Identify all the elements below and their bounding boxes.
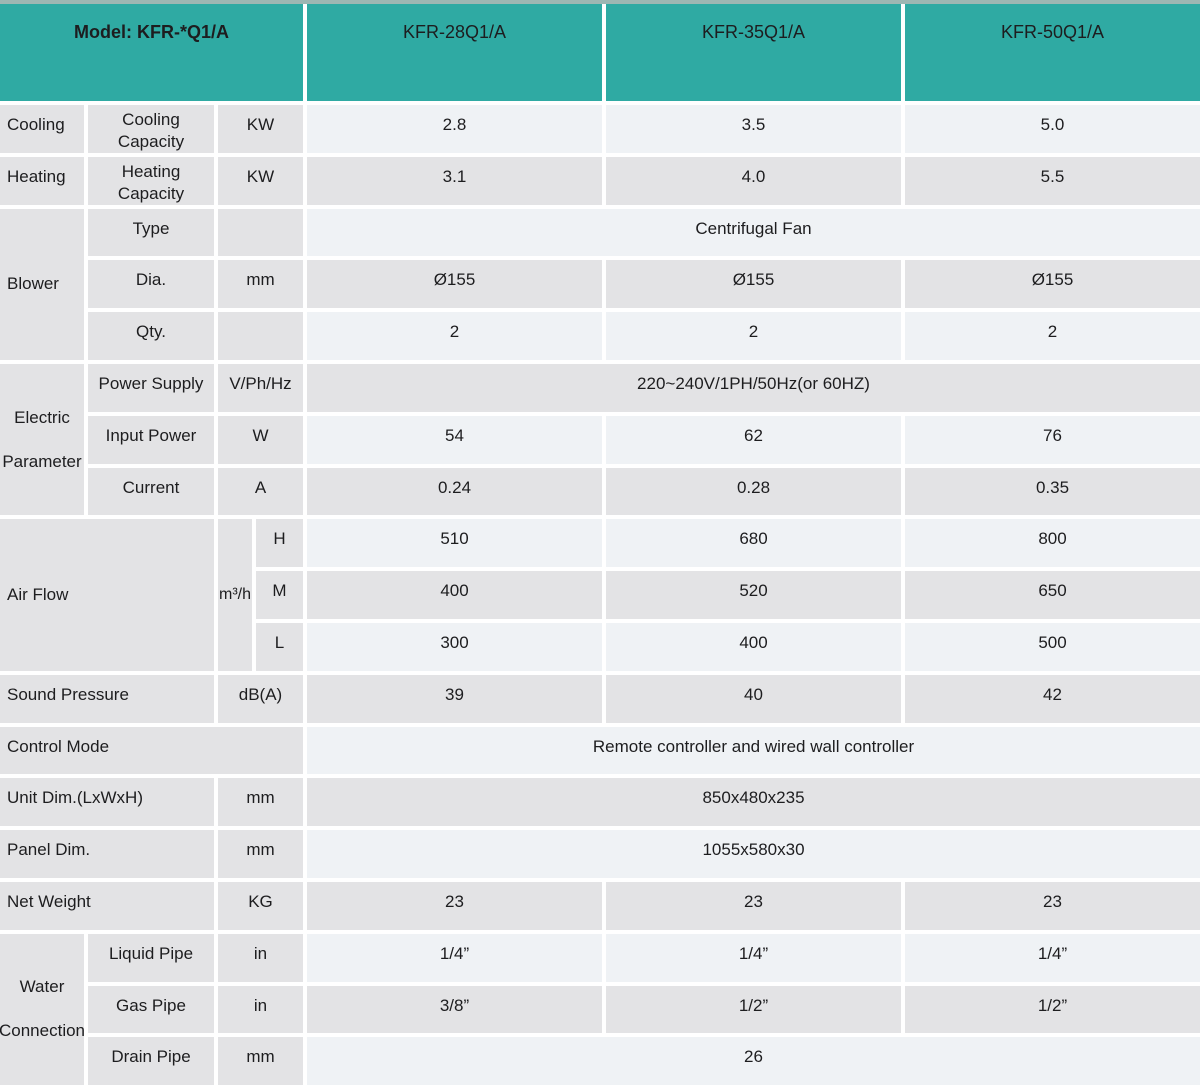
current-value-kfr50: 0.35 (905, 467, 1200, 516)
input-power-unit-cell: W (218, 415, 303, 464)
current-value-kfr28: 0.24 (307, 467, 602, 516)
airflow-mid-value-kfr50: 650 (905, 571, 1200, 619)
unit-dim-value-cell: 850x480x235 (307, 778, 1200, 827)
liquid-pipe-label-cell: Liquid Pipe (88, 933, 214, 982)
current-value-kfr35: 0.28 (606, 467, 901, 516)
liquid-pipe-value-kfr50: 1/4” (905, 933, 1200, 982)
power-supply-label-cell: Power Supply (88, 363, 214, 412)
panel-dim-label-cell: Panel Dim. (0, 830, 214, 878)
cooling-value-kfr28: 2.8 (307, 105, 602, 153)
spec-table: Model: KFR-*Q1/A KFR-28Q1/A KFR-35Q1/A K… (0, 4, 1200, 1085)
airflow-mid-label-cell: M (256, 571, 303, 619)
airflow-unit-cell: m³/h (218, 519, 252, 671)
cooling-capacity-label-cell: Cooling Capacity (88, 105, 214, 153)
input-power-value-kfr35: 62 (606, 415, 901, 464)
blower-qty-value-kfr35: 2 (606, 312, 901, 360)
blower-dia-value-kfr50: Ø155 (905, 260, 1200, 309)
water-connection-category-cell: Water Connection (0, 933, 85, 1085)
cooling-value-kfr50: 5.0 (905, 105, 1200, 153)
net-weight-label-cell: Net Weight (0, 881, 214, 930)
unit-dim-label-cell: Unit Dim.(LxWxH) (0, 778, 214, 827)
power-supply-unit-cell: V/Ph/Hz (218, 363, 303, 412)
airflow-mid-value-kfr35: 520 (606, 571, 901, 619)
blower-dia-label-cell: Dia. (88, 260, 214, 309)
blower-dia-value-kfr35: Ø155 (606, 260, 901, 309)
heating-capacity-label-cell: Heating Capacity (88, 156, 214, 205)
input-power-label-cell: Input Power (88, 415, 214, 464)
blower-qty-value-kfr50: 2 (905, 312, 1200, 360)
blower-type-label-cell: Type (88, 208, 214, 257)
model-header-cell: Model: KFR-*Q1/A (0, 4, 303, 101)
heating-value-kfr35: 4.0 (606, 156, 901, 205)
drain-pipe-value-cell: 26 (307, 1037, 1200, 1085)
liquid-pipe-value-kfr28: 1/4” (307, 933, 602, 982)
airflow-category-cell: Air Flow (0, 519, 214, 671)
blower-qty-label-cell: Qty. (88, 312, 214, 360)
liquid-pipe-unit-cell: in (218, 933, 303, 982)
model-column-kfr35: KFR-35Q1/A (606, 4, 901, 101)
sound-pressure-value-kfr28: 39 (307, 674, 602, 723)
airflow-low-value-kfr50: 500 (905, 622, 1200, 671)
airflow-low-value-kfr28: 300 (307, 622, 602, 671)
net-weight-value-kfr35: 23 (606, 881, 901, 930)
input-power-value-kfr50: 76 (905, 415, 1200, 464)
airflow-high-value-kfr50: 800 (905, 519, 1200, 568)
gas-pipe-label-cell: Gas Pipe (88, 985, 214, 1034)
blower-qty-value-kfr28: 2 (307, 312, 602, 360)
gas-pipe-value-kfr28: 3/8” (307, 985, 602, 1034)
sound-pressure-label-cell: Sound Pressure (0, 674, 214, 723)
airflow-mid-value-kfr28: 400 (307, 571, 602, 619)
panel-dim-unit-cell: mm (218, 830, 303, 878)
airflow-low-value-kfr35: 400 (606, 622, 901, 671)
sound-pressure-value-kfr35: 40 (606, 674, 901, 723)
blower-type-value-cell: Centrifugal Fan (307, 208, 1200, 257)
model-column-kfr50: KFR-50Q1/A (905, 4, 1200, 101)
cooling-category-cell: Cooling (0, 105, 84, 153)
drain-pipe-label-cell: Drain Pipe (88, 1037, 214, 1085)
power-supply-value-cell: 220~240V/1PH/50Hz(or 60HZ) (307, 363, 1200, 412)
heating-category-cell: Heating (0, 156, 84, 205)
panel-dim-value-cell: 1055x580x30 (307, 830, 1200, 878)
airflow-high-value-kfr28: 510 (307, 519, 602, 568)
net-weight-value-kfr50: 23 (905, 881, 1200, 930)
heating-value-kfr28: 3.1 (307, 156, 602, 205)
sound-pressure-value-kfr50: 42 (905, 674, 1200, 723)
airflow-high-label-cell: H (256, 519, 303, 568)
cooling-unit-cell: KW (218, 105, 303, 153)
airflow-high-value-kfr35: 680 (606, 519, 901, 568)
control-mode-label-cell: Control Mode (0, 726, 303, 775)
airflow-low-label-cell: L (256, 622, 303, 671)
current-unit-cell: A (218, 467, 303, 516)
net-weight-value-kfr28: 23 (307, 881, 602, 930)
blower-qty-unit-cell (218, 312, 303, 360)
input-power-value-kfr28: 54 (307, 415, 602, 464)
unit-dim-unit-cell: mm (218, 778, 303, 827)
blower-category-cell: Blower (0, 208, 84, 360)
blower-dia-value-kfr28: Ø155 (307, 260, 602, 309)
control-mode-value-cell: Remote controller and wired wall control… (307, 726, 1200, 775)
gas-pipe-value-kfr35: 1/2” (606, 985, 901, 1034)
electric-category-cell: Electric Parameter (0, 363, 84, 516)
cooling-value-kfr35: 3.5 (606, 105, 901, 153)
net-weight-unit-cell: KG (218, 881, 303, 930)
gas-pipe-unit-cell: in (218, 985, 303, 1034)
top-border (0, 0, 1200, 4)
heating-value-kfr50: 5.5 (905, 156, 1200, 205)
blower-type-unit-cell (218, 208, 303, 257)
blower-dia-unit-cell: mm (218, 260, 303, 309)
drain-pipe-unit-cell: mm (218, 1037, 303, 1085)
model-column-kfr28: KFR-28Q1/A (307, 4, 602, 101)
current-label-cell: Current (88, 467, 214, 516)
gas-pipe-value-kfr50: 1/2” (905, 985, 1200, 1034)
sound-pressure-unit-cell: dB(A) (218, 674, 303, 723)
heating-unit-cell: KW (218, 156, 303, 205)
liquid-pipe-value-kfr35: 1/4” (606, 933, 901, 982)
